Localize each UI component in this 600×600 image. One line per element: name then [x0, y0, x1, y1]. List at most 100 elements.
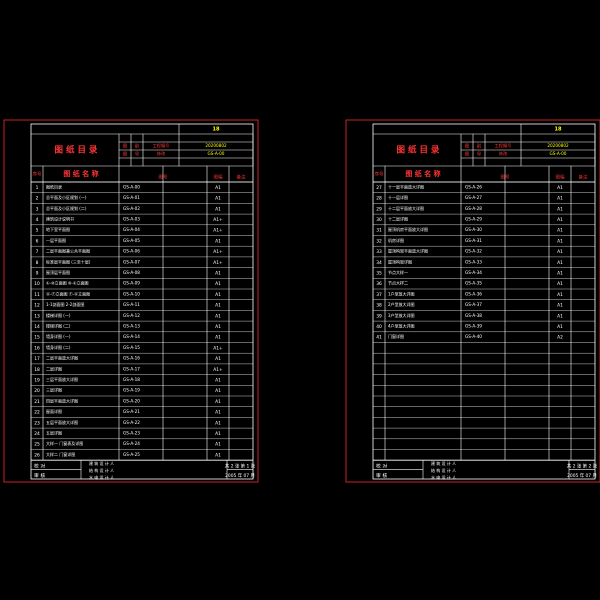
row-size: A1: [215, 185, 221, 191]
row-size: A1: [557, 185, 563, 191]
row-code: GS-A-39: [465, 323, 482, 328]
row-size: A1: [215, 388, 221, 394]
header-cell: 修改: [499, 150, 508, 157]
row-code: GS-A-36: [465, 291, 482, 296]
row-no: 11: [34, 292, 40, 298]
row-code: GS-A-23: [123, 430, 140, 435]
row-name: 4户型放大详图: [388, 322, 415, 328]
row-size: A1: [215, 270, 221, 276]
row-no: 31: [376, 228, 382, 234]
row-no: 10: [34, 281, 40, 287]
sheet-number: 18: [213, 127, 220, 133]
row-no: 12: [34, 303, 40, 309]
col-header-size: 图幅: [556, 174, 565, 181]
row-name: 十一层平面放大详图: [388, 183, 424, 189]
row-code: GS-A-20: [123, 398, 140, 403]
row-name: ①-⑩立面图 ⑩-①立面图: [46, 280, 89, 286]
row-code: GS-A-30: [465, 227, 482, 232]
row-code: GS-A-22: [123, 420, 140, 425]
sheet-outer-frame: [345, 119, 600, 483]
row-code: GS-A-26: [465, 184, 482, 189]
row-size: A1: [215, 452, 221, 458]
row-code: GS-A-09: [123, 281, 140, 286]
row-code: GS-A-11: [123, 302, 140, 307]
header-cell: 号: [477, 152, 482, 158]
row-no: 14: [34, 324, 40, 330]
row-no: 37: [376, 292, 382, 298]
row-no: 1: [36, 185, 39, 191]
row-name: 屋面详图: [46, 408, 62, 414]
col-header-no: 序号: [375, 171, 384, 178]
sheet-2: 18图 纸 目 录图别工程编号图号修改20200802GS-A-00序号图 纸 …: [345, 119, 600, 483]
row-name: 墙身详图 (一): [46, 333, 71, 339]
sheets-layer: 18图 纸 目 录图别工程编号图号修改20200802GS-A-00序号图 纸 …: [3, 119, 600, 483]
row-size: A1: [215, 313, 221, 319]
row-name: 三层平面放大详图: [46, 376, 78, 382]
row-size: A1: [557, 292, 563, 298]
sheet-inner-border: [372, 123, 596, 480]
row-name: 四层平面放大详图: [46, 397, 78, 403]
footer-label: 审 核: [376, 472, 387, 479]
row-no: 16: [34, 345, 40, 351]
row-size: A1: [557, 196, 563, 202]
row-no: 9: [36, 270, 39, 276]
footer-page-info: 共 2 张 第 1 张: [225, 462, 256, 469]
row-size: A1: [215, 324, 221, 330]
project-code: 20200802: [205, 143, 227, 148]
project-code: 20200802: [547, 143, 569, 148]
row-name: 十一层详图: [388, 194, 408, 200]
row-code: GS-A-16: [123, 356, 140, 361]
row-code: GS-A-00: [123, 184, 140, 189]
row-code: GS-A-28: [465, 206, 482, 211]
row-code: GS-A-32: [465, 249, 482, 254]
row-size: A1: [557, 238, 563, 244]
row-code: GS-A-06: [123, 249, 140, 254]
row-size: A1: [215, 238, 221, 244]
row-code: GS-A-21: [123, 409, 140, 414]
row-size: A1: [215, 420, 221, 426]
row-name: 楼梯详图 (一): [46, 312, 71, 318]
row-no: 28: [376, 196, 382, 202]
row-size: A1: [215, 410, 221, 416]
row-no: 3: [36, 206, 39, 212]
row-no: 22: [34, 410, 40, 416]
row-no: 15: [34, 335, 40, 341]
row-code: GS-A-37: [465, 302, 482, 307]
row-no: 6: [36, 238, 39, 244]
row-size: A1: [215, 281, 221, 287]
row-name: 墙身详图 (二): [46, 344, 71, 350]
row-size: A1+: [213, 249, 223, 255]
row-size: A1+: [213, 367, 223, 373]
col-header-no: 序号: [33, 171, 42, 178]
header-cell: 图: [465, 144, 470, 150]
row-name: 节点大样二: [388, 280, 408, 286]
sheet-outer-frame: [3, 119, 259, 483]
row-name: 3户型放大详图: [388, 312, 415, 318]
row-code: GS-A-31: [465, 238, 482, 243]
row-no: 35: [376, 270, 382, 276]
col-header-name: 图 纸 名 称: [63, 169, 98, 178]
row-size: A1+: [213, 345, 223, 351]
row-no: 23: [34, 420, 40, 426]
row-size: A1+: [213, 217, 223, 223]
row-size: A1: [557, 281, 563, 287]
header-cell: 修改: [157, 150, 166, 157]
row-name: 门窗详图: [388, 333, 404, 339]
row-size: A1: [215, 399, 221, 405]
col-header-name: 图 纸 名 称: [405, 169, 440, 178]
row-no: 38: [376, 303, 382, 309]
row-size: A1: [557, 206, 563, 212]
row-no: 20: [34, 388, 40, 394]
row-size: A2: [557, 335, 563, 341]
footer-designer-line: 建 筑 设 计 人: [89, 460, 114, 466]
sheet-1: 18图 纸 目 录图别工程编号图号修改20200802GS-A-00序号图 纸 …: [3, 119, 259, 483]
row-name: 十二层平面放大详图: [388, 205, 424, 211]
row-code: GS-A-18: [123, 377, 140, 382]
row-no: 8: [36, 260, 39, 266]
row-name: 总平面及小区规划 (二): [46, 205, 87, 211]
row-name: 二层详图: [46, 365, 62, 371]
header-cell: 图: [123, 144, 128, 150]
header-cell: 别: [477, 143, 482, 150]
row-no: 39: [376, 313, 382, 319]
row-code: GS-A-38: [465, 313, 482, 318]
